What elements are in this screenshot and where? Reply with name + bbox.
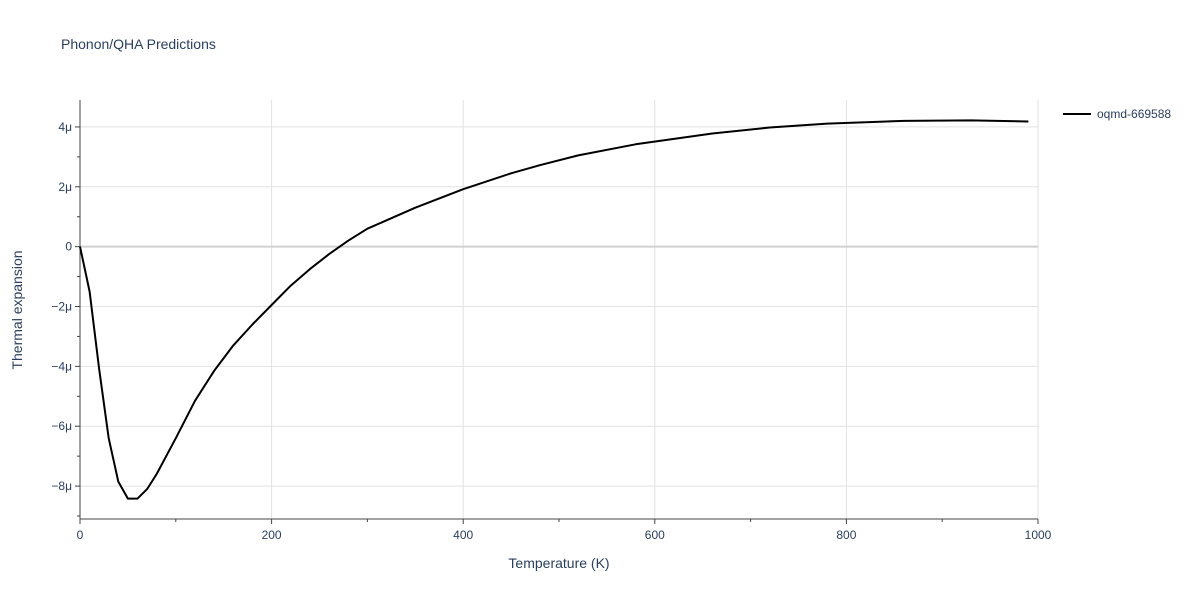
chart-title: Phonon/QHA Predictions xyxy=(61,36,216,52)
y-tick-label: 0 xyxy=(65,240,72,254)
series-layer xyxy=(79,119,1029,500)
x-tick-label: 0 xyxy=(77,528,84,542)
y-tick-label: 2μ xyxy=(58,180,72,194)
x-tick-label: 400 xyxy=(453,528,473,542)
legend-entry-label: oqmd-669588 xyxy=(1097,107,1171,121)
grid xyxy=(80,100,1039,519)
legend[interactable]: oqmd-669588 xyxy=(1063,107,1171,121)
y-tick-label: −6μ xyxy=(51,419,72,433)
y-axis-ticks: 4μ 2μ 0 −2μ −4μ −6μ −8μ xyxy=(51,120,80,517)
x-tick-label: 800 xyxy=(836,528,856,542)
x-tick-label: 600 xyxy=(645,528,665,542)
x-axis-ticks: 0 200 400 600 800 1000 xyxy=(77,519,1052,542)
y-tick-label: −2μ xyxy=(51,300,72,314)
y-axis-title: Thermal expansion xyxy=(9,250,25,369)
x-axis-title: Temperature (K) xyxy=(508,555,609,571)
series-line-oqmd-669588 xyxy=(79,119,1029,500)
x-tick-label: 1000 xyxy=(1025,528,1052,542)
y-tick-label: 4μ xyxy=(58,120,72,134)
axes xyxy=(79,100,1038,520)
y-tick-label: −4μ xyxy=(51,359,72,373)
x-tick-label: 200 xyxy=(262,528,282,542)
y-tick-label: −8μ xyxy=(51,479,72,493)
